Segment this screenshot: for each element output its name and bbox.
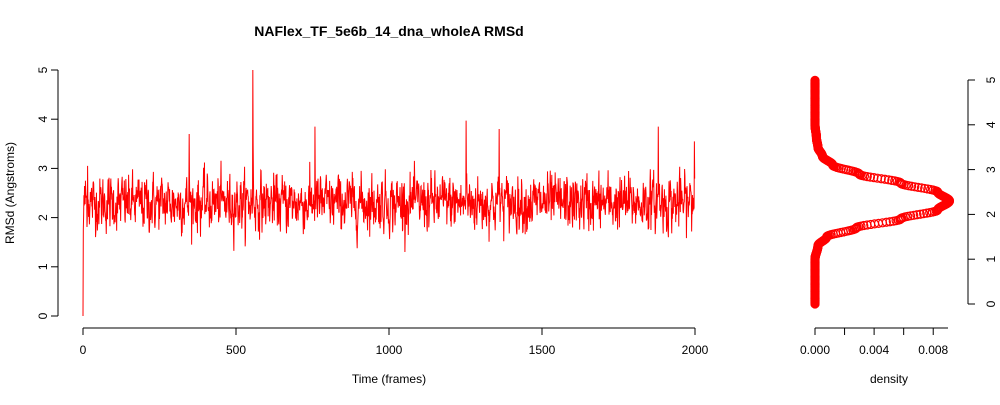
chart-title: NAFlex_TF_5e6b_14_dna_wholeA RMSd (254, 23, 523, 39)
rmsd-series-line (82, 69, 696, 317)
density-point (916, 183, 927, 193)
y-tick-label: 4 (36, 116, 50, 123)
density-point (859, 220, 869, 231)
y-tick-label: 0 (36, 312, 50, 319)
density-x-ticks: 0.000 0.004 0.008 (800, 328, 949, 357)
density-y-tick-label: 1 (984, 256, 998, 263)
y-ticks: 0 1 2 3 4 5 (36, 66, 58, 319)
density-x-tick-label: 0.004 (859, 343, 889, 357)
x-tick-label: 1000 (376, 343, 403, 357)
density-y-tick-label: 2 (984, 211, 998, 218)
x-axis-title: Time (frames) (352, 372, 426, 386)
density-curve (810, 75, 955, 309)
density-point (885, 217, 895, 227)
y-tick-label: 2 (36, 214, 50, 221)
y-tick-label: 3 (36, 165, 50, 172)
density-point (918, 209, 929, 219)
density-point (887, 175, 897, 185)
y-tick-label: 5 (36, 66, 50, 73)
rmsd-time-panel: 0 500 1000 1500 2000 0 1 2 3 4 5 Time (frames) RM… (3, 66, 709, 386)
density-point (883, 175, 894, 185)
density-y-tick-label: 4 (984, 121, 998, 128)
density-point (915, 209, 925, 219)
density-y-tick-label: 0 (984, 300, 998, 307)
density-point (912, 210, 922, 220)
y-axis-title: RMSd (Angstroms) (3, 142, 17, 244)
density-point (910, 182, 920, 192)
y-tick-label: 1 (36, 263, 50, 270)
density-x-tick-label: 0.008 (918, 343, 948, 357)
density-y-tick-label: 3 (984, 166, 998, 173)
x-tick-label: 1500 (529, 343, 556, 357)
density-point (869, 173, 879, 183)
x-tick-label: 0 (80, 343, 87, 357)
x-ticks: 0 500 1000 1500 2000 (80, 328, 709, 357)
density-panel: 0.000 0.004 0.008 0 1 2 3 4 5 density (800, 75, 998, 386)
density-point (872, 173, 883, 183)
density-point (923, 184, 933, 194)
density-point (913, 182, 923, 192)
density-point (881, 217, 891, 227)
density-point (906, 211, 916, 221)
density-point (920, 183, 930, 194)
density-x-axis-title: density (870, 372, 908, 386)
density-point (909, 210, 919, 220)
density-y-tick-label: 5 (984, 76, 998, 83)
density-x-tick-label: 0.000 (800, 343, 830, 357)
density-point (810, 75, 820, 85)
x-tick-label: 2000 (682, 343, 709, 357)
density-y-ticks: 0 1 2 3 4 5 (968, 76, 998, 307)
x-tick-label: 500 (226, 343, 246, 357)
